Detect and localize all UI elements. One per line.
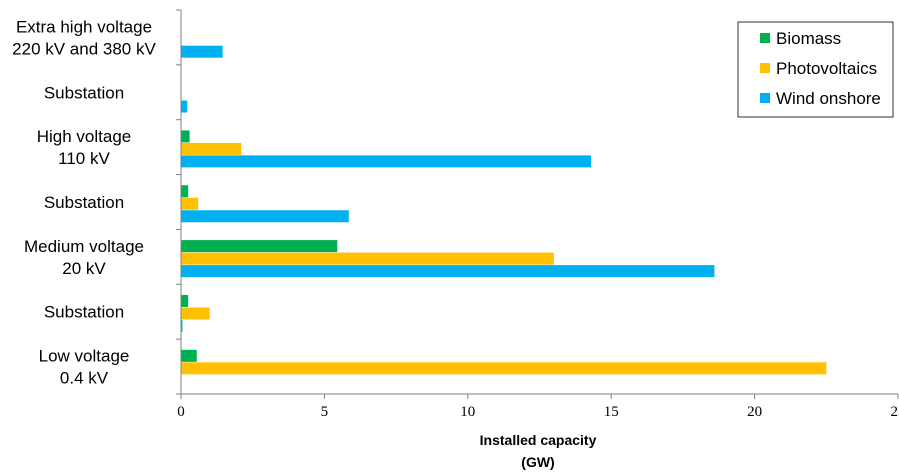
bar-photovoltaics-5: [181, 307, 210, 320]
bar-photovoltaics-3: [181, 197, 199, 210]
bar-photovoltaics-6: [181, 362, 827, 375]
category-labels: Extra high voltage 220 kV and 380 kV Subst…: [12, 17, 156, 387]
bar-biomass-6: [181, 349, 197, 362]
category-label-0-0: Extra high voltage: [16, 17, 152, 36]
bar-wind-onshore-0: [181, 45, 223, 58]
x-axis-title-line-1: Installed capacity: [480, 432, 597, 448]
category-label-4-1: 20 kV: [62, 259, 106, 278]
category-label-3-0: Substation: [44, 193, 124, 212]
bar-wind-onshore-5: [181, 319, 183, 332]
legend-swatch-0: [760, 33, 770, 43]
legend-label-2: Wind onshore: [776, 89, 881, 108]
x-tick-label-2: 10: [460, 404, 475, 420]
bar-biomass-5: [181, 294, 189, 307]
bar-wind-onshore-2: [181, 155, 592, 168]
legend-swatch-2: [760, 93, 770, 103]
category-label-6-1: 0.4 kV: [60, 369, 109, 388]
category-label-1-0: Substation: [44, 83, 124, 102]
category-label-5-0: Substation: [44, 303, 124, 322]
category-label-2-1: 110 kV: [58, 149, 110, 168]
legend-label-0: Biomass: [776, 29, 841, 48]
bar-photovoltaics-4: [181, 252, 554, 265]
bar-photovoltaics-2: [181, 142, 242, 155]
category-label-4-0: Medium voltage: [24, 237, 144, 256]
x-axis-title-line-2: (GW): [521, 454, 554, 470]
axes-layer: [176, 9, 898, 395]
category-label-2-0: High voltage: [37, 127, 132, 146]
legend: Biomass Photovoltaics Wind onshore: [737, 21, 894, 118]
x-tick-label-5: 25: [891, 404, 899, 420]
bar-biomass-4: [181, 240, 338, 253]
bar-wind-onshore-4: [181, 265, 715, 278]
category-label-0-1: 220 kV and 380 kV: [12, 39, 156, 58]
x-tick-labels: 0 5 10 15 20 25: [177, 394, 899, 420]
category-label-6-0: Low voltage: [39, 347, 130, 366]
bars-layer: [181, 45, 827, 375]
legend-swatch-1: [760, 63, 770, 73]
x-tick-label-3: 15: [604, 404, 619, 420]
x-tick-label-4: 20: [747, 404, 762, 420]
x-tick-label-1: 5: [321, 404, 329, 420]
bar-biomass-2: [181, 130, 190, 143]
bar-wind-onshore-1: [181, 100, 188, 113]
bar-wind-onshore-3: [181, 210, 349, 223]
legend-label-1: Photovoltaics: [776, 59, 877, 78]
x-tick-label-0: 0: [177, 404, 185, 420]
bar-biomass-3: [181, 185, 189, 198]
